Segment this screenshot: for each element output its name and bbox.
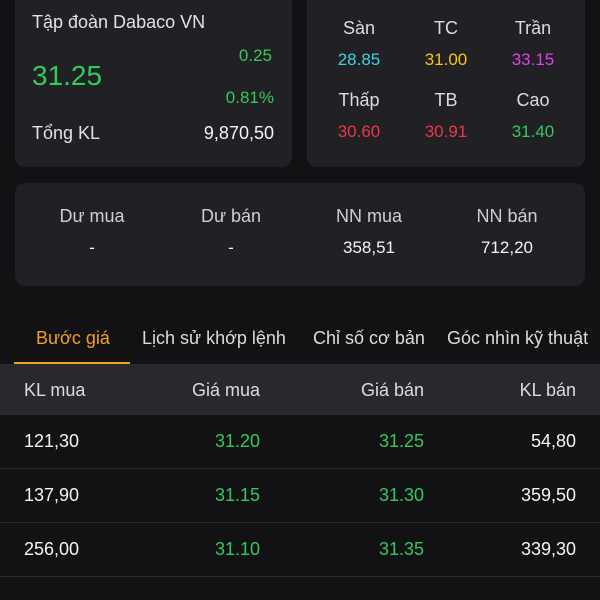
bid-volume-cell: 137,90 xyxy=(24,485,80,505)
ask-volume-cell: 359,50 xyxy=(520,485,576,505)
tab-match-history[interactable]: Lịch sử khớp lệnh xyxy=(142,328,286,348)
average-price-label: TB xyxy=(434,90,458,110)
low-price: Thấp 30.60 xyxy=(314,90,404,142)
active-tab-indicator xyxy=(14,362,130,364)
stock-summary-card: Tập đoàn Dabaco VN 31.25 0.25 0.81% Tổng… xyxy=(15,0,292,167)
company-name: Tập đoàn Dabaco VN xyxy=(32,12,206,32)
ask-surplus-value: - xyxy=(228,238,234,257)
table-row: 121,30 31.20 31.25 54,80 xyxy=(0,415,600,469)
reference-price-value: 31.00 xyxy=(424,50,468,69)
low-price-value: 30.60 xyxy=(337,122,381,141)
header-ask-price: Giá bán xyxy=(360,380,424,400)
tab-technical-view[interactable]: Góc nhìn kỹ thuật xyxy=(447,328,589,348)
floor-price-value: 28.85 xyxy=(337,50,381,69)
table-row: 256,00 31.10 31.35 339,30 xyxy=(0,523,600,577)
foreign-buy: NN mua 358,51 xyxy=(298,206,440,258)
ask-price-cell: 31.35 xyxy=(378,539,424,559)
average-price-value: 30.91 xyxy=(424,122,468,141)
tab-divider xyxy=(0,364,600,365)
bid-surplus: Dư mua - xyxy=(21,206,163,258)
reference-price: TC 31.00 xyxy=(401,18,491,70)
foreign-sell-label: NN bán xyxy=(476,206,538,226)
bid-price-cell: 31.15 xyxy=(214,485,260,505)
order-flow-card: Dư mua - Dư bán - NN mua 358,51 NN bán 7… xyxy=(15,183,585,286)
low-price-label: Thấp xyxy=(338,90,380,110)
ceiling-price-value: 33.15 xyxy=(511,50,555,69)
price-change-percent: 0.81% xyxy=(225,88,274,107)
order-book-header: KL mua Giá mua Giá bán KL bán xyxy=(0,365,600,415)
tab-price-steps[interactable]: Bước giá xyxy=(36,328,110,348)
bid-volume-cell: 121,30 xyxy=(24,431,80,451)
ceiling-price: Trần 33.15 xyxy=(488,18,578,70)
header-bid-volume: KL mua xyxy=(24,380,86,400)
foreign-sell-value: 712,20 xyxy=(481,238,533,257)
high-price: Cao 31.40 xyxy=(488,90,578,142)
bid-price-cell: 31.10 xyxy=(214,539,260,559)
price-levels-card: Sàn 28.85 TC 31.00 Trần 33.15 Thấp 30.60… xyxy=(307,0,585,167)
total-volume-label: Tổng KL xyxy=(32,123,101,143)
ask-price-cell: 31.25 xyxy=(378,431,424,451)
high-price-value: 31.40 xyxy=(511,122,555,141)
price-change: 0.25 xyxy=(238,46,272,65)
tab-bar: Bước giá Lịch sử khớp lệnh Chỉ số cơ bản… xyxy=(0,316,600,364)
ask-surplus-label: Dư bán xyxy=(200,206,262,226)
table-row: 137,90 31.15 31.30 359,50 xyxy=(0,469,600,523)
bid-price-cell: 31.20 xyxy=(214,431,260,451)
foreign-buy-value: 358,51 xyxy=(343,238,395,257)
ask-surplus: Dư bán - xyxy=(160,206,302,258)
bid-surplus-label: Dư mua xyxy=(59,206,125,226)
high-price-label: Cao xyxy=(516,90,550,110)
average-price: TB 30.91 xyxy=(401,90,491,142)
bid-volume-cell: 256,00 xyxy=(24,539,80,559)
header-ask-volume: KL bán xyxy=(519,380,576,400)
header-bid-price: Giá mua xyxy=(191,380,260,400)
foreign-sell: NN bán 712,20 xyxy=(436,206,578,258)
reference-price-label: TC xyxy=(434,18,458,38)
last-price: 31.25 xyxy=(32,60,103,91)
foreign-buy-label: NN mua xyxy=(335,206,402,226)
ask-volume-cell: 54,80 xyxy=(530,431,576,451)
total-volume-value: 9,870,50 xyxy=(203,123,274,143)
floor-price-label: Sàn xyxy=(342,18,376,38)
tab-fundamentals[interactable]: Chỉ số cơ bản xyxy=(313,328,425,348)
ask-price-cell: 31.30 xyxy=(378,485,424,505)
ceiling-price-label: Trần xyxy=(514,18,552,38)
floor-price: Sàn 28.85 xyxy=(314,18,404,70)
ask-volume-cell: 339,30 xyxy=(520,539,576,559)
bid-surplus-value: - xyxy=(89,238,95,257)
